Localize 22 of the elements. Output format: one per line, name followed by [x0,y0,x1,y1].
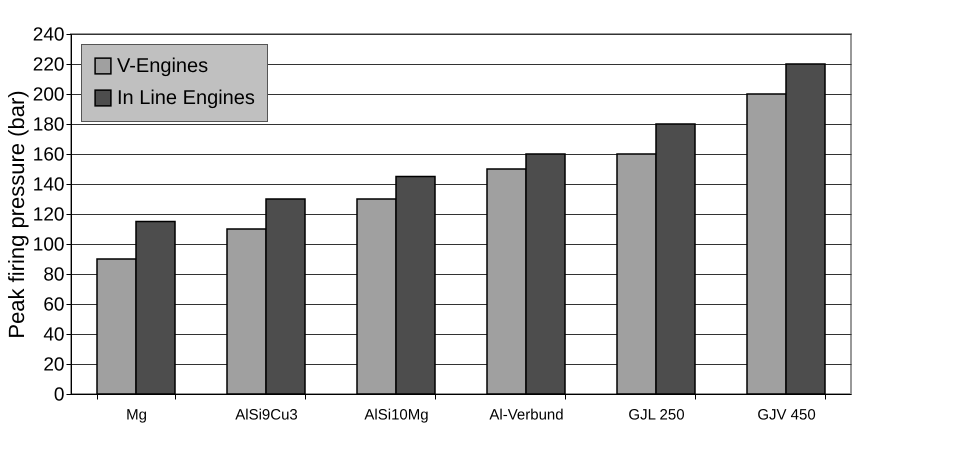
x-tick-label: GJL 250 [628,406,685,424]
y-tick-label: 140 [32,174,64,196]
x-tick-label: GJV 450 [757,406,816,424]
y-tick-label: 60 [43,294,64,316]
x-tick-label: AlSi9Cu3 [235,406,298,424]
y-tick-label: 240 [32,24,64,46]
y-tick-label: 0 [54,384,64,406]
y-tick-label: 100 [32,234,64,256]
x-tick-label: Al-Verbund [489,406,564,424]
y-axis-title: Peak firing pressure (bar) [4,90,29,339]
y-tick-label: 120 [32,204,64,226]
y-tick-label: 80 [43,264,64,286]
legend-label: V-Engines [117,55,208,77]
y-tick-label: 200 [32,84,64,106]
y-tick-label: 20 [43,354,64,376]
y-tick-label: 160 [32,144,64,166]
x-tick-label: Mg [126,406,147,424]
x-tick-label: AlSi10Mg [364,406,429,424]
y-tick-label: 40 [43,324,64,346]
y-tick-label: 220 [32,54,64,76]
legend-label: In Line Engines [117,87,255,109]
y-tick-label: 180 [32,114,64,136]
